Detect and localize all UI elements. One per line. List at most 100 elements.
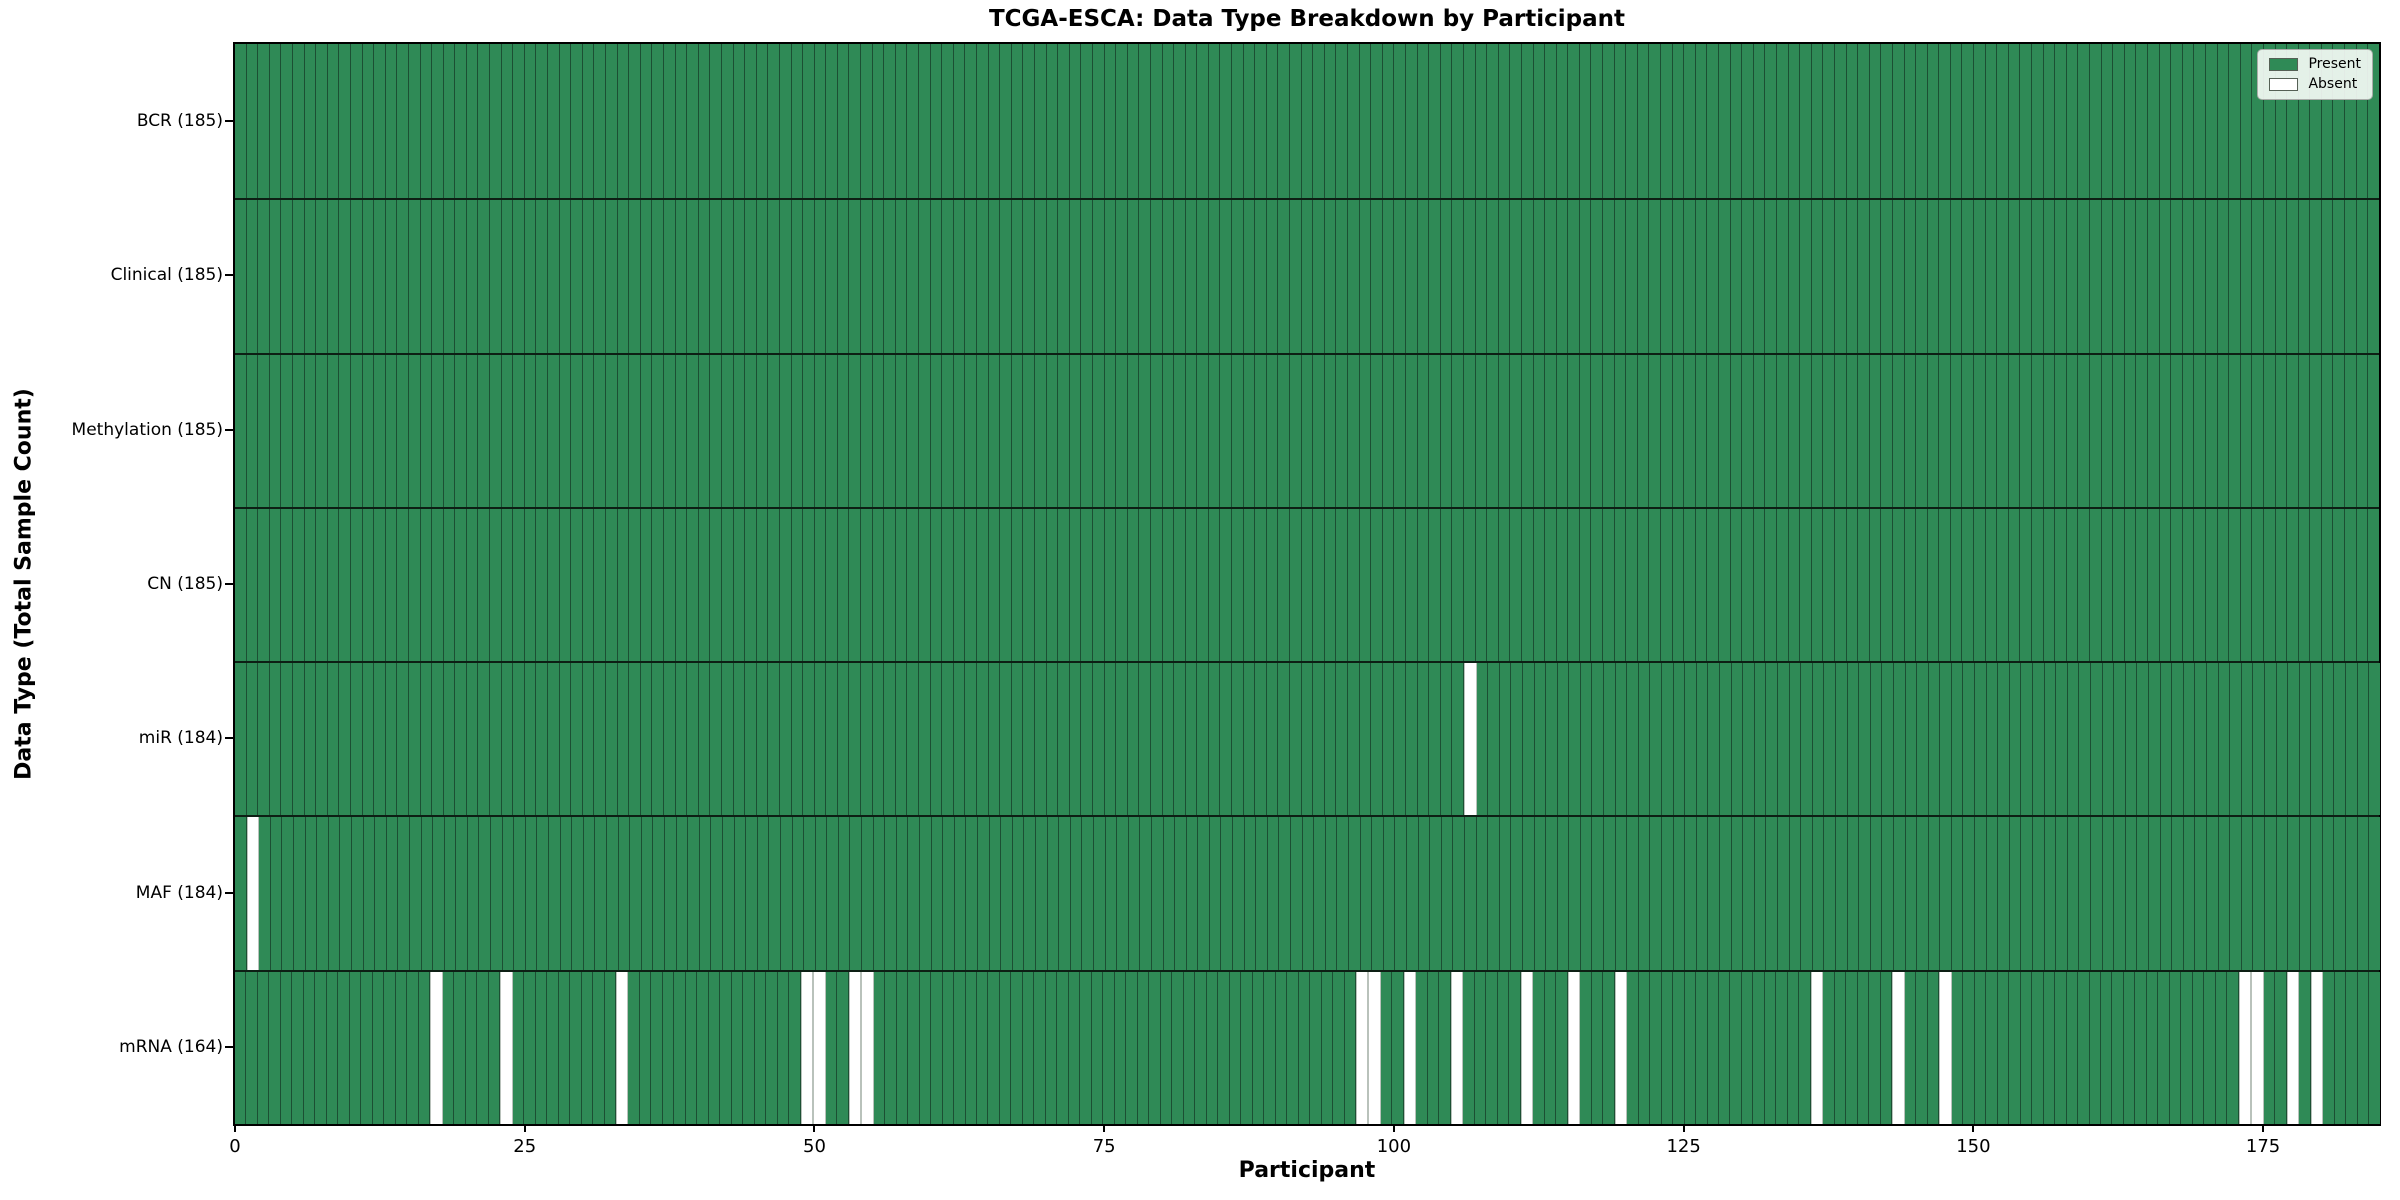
- heatmap-cell: [466, 44, 479, 199]
- heatmap-cell: [1430, 817, 1442, 970]
- heatmap-cell: [1707, 44, 1719, 199]
- heatmap-cell: [2346, 971, 2358, 1124]
- heatmap-cell: [478, 663, 491, 816]
- heatmap-cell: [582, 354, 595, 507]
- x-tick-label-75: 75: [1092, 1136, 1116, 1157]
- heatmap-cell: [803, 44, 815, 199]
- y-tick-mark: [225, 891, 233, 894]
- heatmap-cell: [1997, 508, 2009, 662]
- heatmap-cell: [1546, 663, 1558, 816]
- heatmap-cell: [1579, 44, 1592, 199]
- heatmap-cell: [1731, 817, 1744, 970]
- heatmap-cell: [1753, 354, 1766, 507]
- heatmap-cell: [2009, 971, 2021, 1124]
- heatmap-cell: [1069, 354, 1082, 507]
- heatmap-cell: [2310, 971, 2324, 1124]
- heatmap-cell: [1104, 200, 1117, 353]
- heatmap-cell: [606, 354, 618, 507]
- heatmap-cell: [1730, 971, 1742, 1124]
- heatmap-cell: [420, 200, 433, 353]
- heatmap-cell: [1881, 354, 1893, 507]
- heatmap-cell: [1568, 354, 1580, 507]
- heatmap-cell: [1221, 817, 1234, 970]
- x-tick-mark: [813, 1124, 816, 1132]
- heatmap-cell: [674, 971, 686, 1124]
- heatmap-cell: [304, 44, 317, 199]
- heatmap-cell: [292, 508, 305, 662]
- heatmap-cell: [1197, 200, 1209, 353]
- heatmap-cell: [697, 971, 709, 1124]
- heatmap-cell: [640, 663, 653, 816]
- heatmap-cell: [442, 971, 455, 1124]
- heatmap-cell: [1405, 354, 1418, 507]
- heatmap-cell: [2158, 971, 2170, 1124]
- heatmap-cell: [1708, 817, 1720, 970]
- heatmap-cell: [432, 44, 444, 199]
- heatmap-cell: [1742, 44, 1754, 199]
- heatmap-cell: [850, 817, 863, 970]
- heatmap-cell: [1000, 663, 1012, 816]
- heatmap-cell: [885, 971, 897, 1124]
- heatmap-cell: [1127, 44, 1140, 199]
- heatmap-cell: [1592, 817, 1605, 970]
- heatmap-cell: [2368, 44, 2379, 199]
- heatmap-cell: [1614, 354, 1627, 507]
- heatmap-cell: [443, 663, 456, 816]
- heatmap-cell: [1046, 44, 1059, 199]
- heatmap-cell: [1731, 663, 1744, 816]
- heatmap-cell: [2298, 200, 2311, 353]
- heatmap-cell: [1475, 508, 1488, 662]
- heatmap-cell: [1684, 354, 1696, 507]
- heatmap-cell: [1046, 663, 1059, 816]
- heatmap-cell: [1058, 508, 1070, 662]
- heatmap-cell: [1220, 200, 1233, 353]
- heatmap-cell: [907, 508, 920, 662]
- heatmap-cell: [965, 663, 977, 816]
- heatmap-cell: [1986, 817, 1999, 970]
- heatmap-cell: [1117, 817, 1129, 970]
- heatmap-cell: [490, 200, 502, 353]
- heatmap-cell: [919, 508, 931, 662]
- heatmap-cell: [548, 200, 560, 353]
- heatmap-cell: [640, 200, 653, 353]
- heatmap-cell: [2217, 354, 2230, 507]
- heatmap-cell: [779, 200, 792, 353]
- heatmap-cell: [258, 200, 270, 353]
- heatmap-cell: [2114, 663, 2126, 816]
- heatmap-cell: [258, 508, 270, 662]
- heatmap-cell: [490, 354, 502, 507]
- x-axis-label: Participant: [1238, 1158, 1376, 1183]
- heatmap-cell: [698, 508, 711, 662]
- heatmap-cell: [292, 971, 304, 1124]
- heatmap-cell: [977, 971, 989, 1124]
- heatmap-cell: [1255, 354, 1267, 507]
- heatmap-cell: [384, 971, 396, 1124]
- heatmap-cell: [2171, 200, 2183, 353]
- heatmap-cell: [456, 817, 468, 970]
- heatmap-cell: [708, 971, 721, 1124]
- heatmap-cell: [2252, 508, 2264, 662]
- heatmap-cell: [1650, 971, 1662, 1124]
- heatmap-cell: [2275, 354, 2288, 507]
- heatmap-cell: [861, 354, 873, 507]
- heatmap-cell: [1195, 971, 1207, 1124]
- heatmap-cell: [1034, 663, 1047, 816]
- heatmap-cell: [513, 508, 525, 662]
- heatmap-cell: [570, 971, 582, 1124]
- heatmap-cell: [560, 817, 573, 970]
- heatmap-cell: [2218, 663, 2231, 816]
- heatmap-cell: [1023, 354, 1035, 507]
- heatmap-cell: [1951, 971, 1964, 1124]
- heatmap-cell: [2008, 44, 2021, 199]
- heatmap-cell: [930, 508, 943, 662]
- heatmap-cell: [1114, 971, 1127, 1124]
- heatmap-cell: [1371, 508, 1383, 662]
- heatmap-cell: [1869, 354, 1882, 507]
- heatmap-cell: [1881, 508, 1893, 662]
- heatmap-cell: [1081, 200, 1093, 353]
- heatmap-cell: [2091, 663, 2103, 816]
- heatmap-cell: [2192, 971, 2205, 1124]
- heatmap-cell: [1498, 200, 1511, 353]
- heatmap-cell: [316, 200, 328, 353]
- heatmap-cell: [1766, 817, 1778, 970]
